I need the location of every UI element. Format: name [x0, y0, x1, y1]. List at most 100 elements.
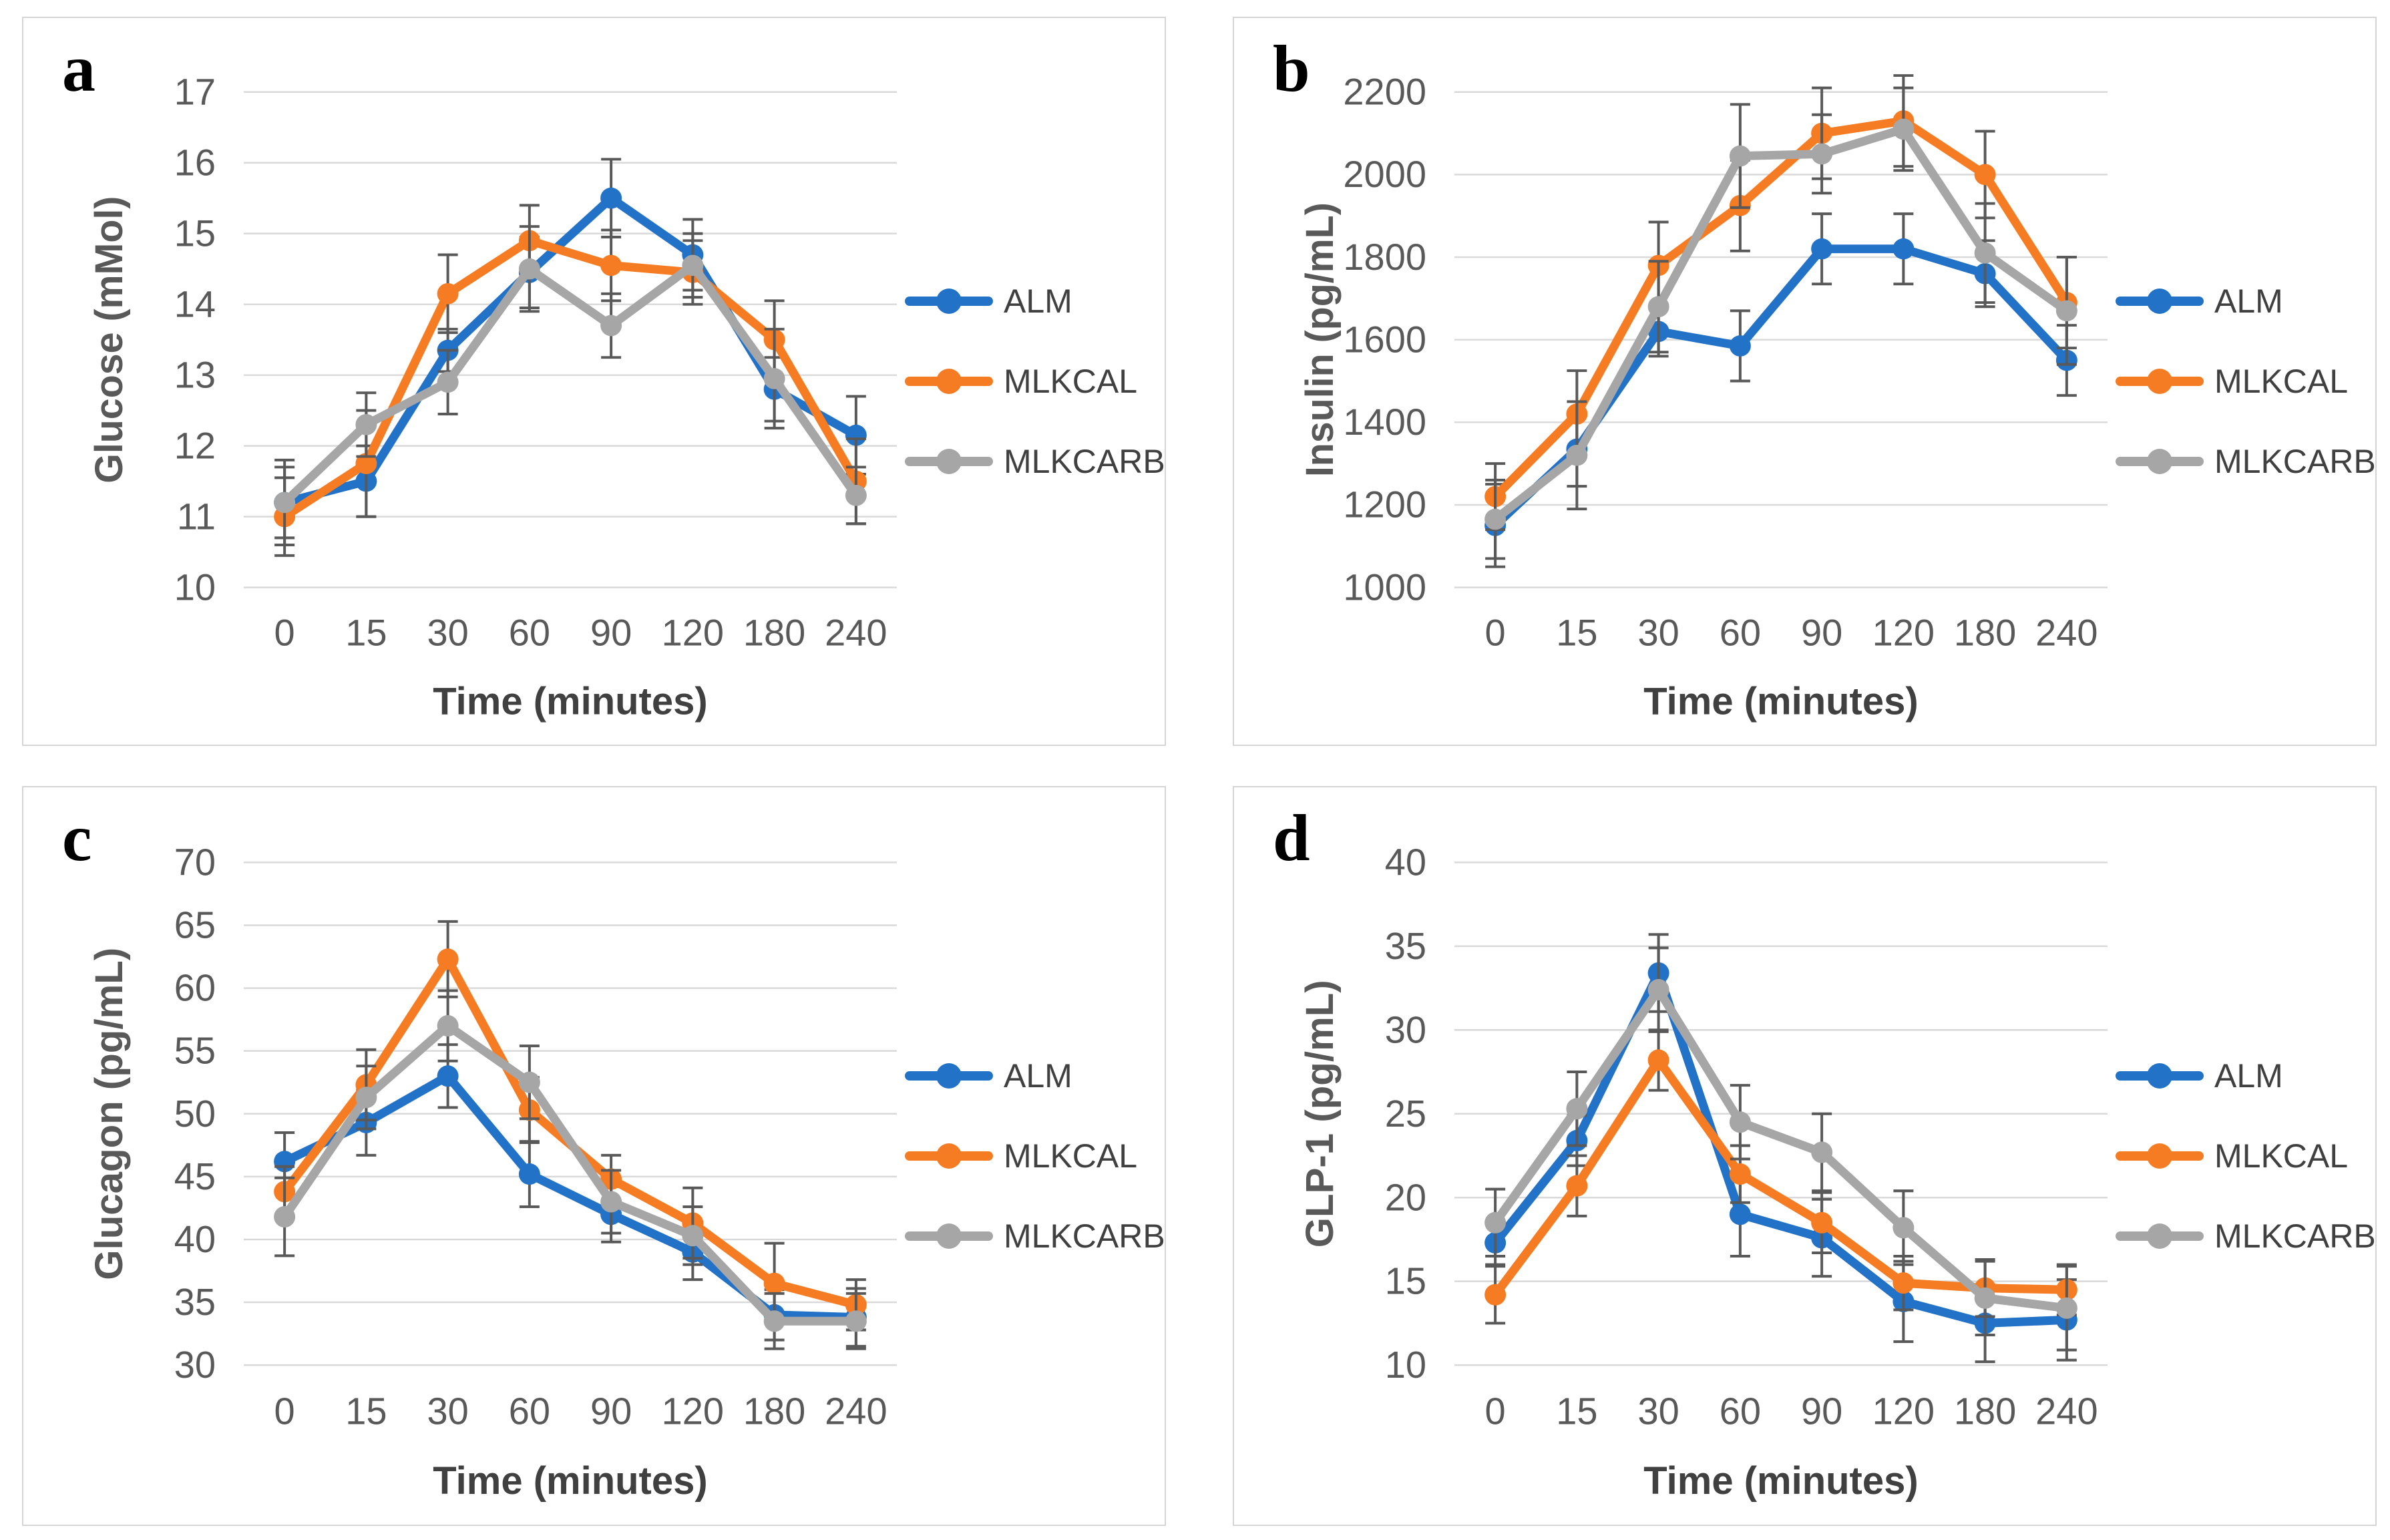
- data-point-marker: [1729, 1111, 1751, 1133]
- legend-marker-dot: [936, 369, 962, 394]
- data-point-marker: [2055, 300, 2077, 322]
- legend-item-mlkcal: MLKCAL: [905, 1137, 1137, 1175]
- x-tick-label: 180: [743, 1390, 805, 1432]
- y-tick-label: 40: [1385, 841, 1426, 883]
- data-point-marker: [682, 254, 704, 276]
- legend-item-mlkcarb: MLKCARB: [2116, 442, 2376, 481]
- data-point-marker: [1729, 1163, 1751, 1185]
- legend-item-mlkcarb: MLKCARB: [905, 1217, 1165, 1256]
- data-point-marker: [437, 1014, 459, 1037]
- data-point-marker: [845, 424, 867, 446]
- data-point-marker: [600, 254, 622, 276]
- x-tick-label: 60: [509, 612, 550, 654]
- data-point-marker: [1893, 238, 1915, 260]
- data-point-marker: [437, 1065, 459, 1087]
- data-point-marker: [1811, 1141, 1833, 1163]
- y-tick-label: 35: [1385, 925, 1426, 967]
- data-point-marker: [1484, 508, 1507, 530]
- data-point-marker: [518, 1071, 540, 1093]
- data-point-marker: [763, 1310, 785, 1332]
- y-axis-title: Glucose (mMol): [88, 196, 131, 484]
- y-tick-label: 40: [174, 1218, 216, 1260]
- x-tick-label: 30: [1637, 612, 1679, 654]
- data-point-marker: [845, 485, 867, 506]
- legend-item-mlkcarb: MLKCARB: [2116, 1217, 2376, 1256]
- data-point-marker: [437, 948, 459, 970]
- series-line: [1490, 985, 2071, 1313]
- legend-a: ALM MLKCAL MLKCARB: [905, 18, 1172, 745]
- x-tick-label: 240: [825, 1390, 887, 1432]
- data-point-marker: [437, 371, 459, 393]
- series-line: [1490, 116, 2071, 502]
- glucagon-line-chart: 30 35 40 45 50 55 60 65 70 0 15 30 60 90 120 180 240 Gluc…: [87, 841, 897, 1503]
- x-tick-label: 120: [662, 1390, 724, 1432]
- data-point-marker: [1811, 143, 1833, 165]
- x-tick-label: 90: [590, 1390, 632, 1432]
- y-tick-label: 30: [1385, 1008, 1426, 1050]
- series-mlkcarb: [1484, 86, 2077, 560]
- legend-line-marker-swatch: [905, 449, 993, 474]
- data-point-marker: [1484, 1284, 1507, 1306]
- data-point-marker: [2055, 1297, 2077, 1319]
- data-point-marker: [682, 1225, 704, 1247]
- legend-label: ALM: [2214, 1057, 2283, 1095]
- y-tick-label: 10: [174, 567, 216, 608]
- y-tick-label: 60: [174, 967, 216, 1009]
- panel-letter-a: a: [62, 31, 95, 106]
- series-line: [280, 236, 861, 522]
- four-panel-figure: a 10 11 12 13 14 15 16 17 0 15 30 60 90 120 180 240 Gluc…: [22, 17, 2377, 1526]
- y-tick-label: 12: [174, 425, 216, 467]
- y-tick-label: 2000: [1343, 154, 1426, 195]
- data-point-marker: [1974, 164, 1996, 186]
- panel-letter-b: b: [1273, 31, 1310, 106]
- data-point-marker: [1647, 979, 1669, 1001]
- legend-item-alm: ALM: [905, 282, 1072, 321]
- data-point-marker: [1893, 118, 1915, 140]
- series-line: [280, 260, 861, 507]
- y-tick-label: 70: [174, 841, 216, 883]
- data-point-marker: [845, 1310, 867, 1332]
- legend-line-marker-swatch: [905, 1143, 993, 1169]
- legend-line-marker-swatch: [2116, 1143, 2204, 1169]
- panel-letter-d: d: [1273, 801, 1310, 875]
- panel-a-glucose: a 10 11 12 13 14 15 16 17 0 15 30 60 90 120 180 240 Gluc…: [22, 17, 1166, 746]
- y-tick-label: 14: [174, 284, 216, 325]
- data-point-marker: [600, 187, 622, 209]
- y-tick-label: 30: [174, 1344, 216, 1386]
- legend-label: MLKCAL: [1004, 363, 1138, 400]
- legend-label: MLKCARB: [2214, 1217, 2376, 1255]
- legend-line-marker-swatch: [2116, 1223, 2204, 1249]
- legend-label: MLKCAL: [2214, 1137, 2349, 1175]
- x-axis-title: Time (minutes): [1643, 1459, 1918, 1503]
- legend-marker-dot: [936, 1063, 962, 1089]
- insulin-line-chart: 1000 1200 1400 1600 1800 2000 2200 0 15 30 60 90 120…: [1299, 71, 2108, 723]
- legend-line-marker-swatch: [905, 369, 993, 394]
- legend-marker-dot: [936, 288, 962, 314]
- data-point-marker: [1893, 1272, 1915, 1294]
- x-tick-label: 0: [274, 1390, 295, 1432]
- y-axis-title: Insulin (pg/mL): [1299, 202, 1342, 477]
- data-point-marker: [1566, 1175, 1588, 1197]
- legend-item-mlkcal: MLKCAL: [2116, 362, 2348, 401]
- legend-item-mlkcal: MLKCAL: [905, 362, 1137, 401]
- data-point-marker: [274, 1206, 296, 1228]
- data-point-marker: [437, 282, 459, 305]
- x-axis-title: Time (minutes): [1643, 681, 1918, 723]
- y-tick-label: 15: [1385, 1260, 1426, 1302]
- glucose-line-chart: 10 11 12 13 14 15 16 17 0 15 30 60 90 120 180 240 Glucos…: [88, 71, 897, 723]
- x-tick-label: 0: [274, 612, 295, 654]
- data-point-marker: [518, 258, 540, 280]
- x-tick-label: 30: [427, 1390, 468, 1432]
- x-axis-title: Time (minutes): [433, 681, 707, 723]
- y-tick-label: 35: [174, 1281, 216, 1323]
- y-tick-label: 55: [174, 1030, 216, 1072]
- glp1-line-chart: 10 15 20 25 30 35 40 0 15 30 60 90 120 180 240 GLP-1 (p…: [1298, 841, 2108, 1503]
- legend-item-alm: ALM: [905, 1056, 1072, 1095]
- data-point-marker: [355, 414, 377, 435]
- y-tick-label: 50: [174, 1093, 216, 1135]
- legend-c: ALM MLKCAL MLKCARB: [905, 787, 1172, 1525]
- data-point-marker: [1811, 1211, 1833, 1233]
- legend-line-marker-swatch: [2116, 369, 2204, 394]
- data-point-marker: [274, 492, 296, 514]
- y-tick-label: 25: [1385, 1093, 1426, 1135]
